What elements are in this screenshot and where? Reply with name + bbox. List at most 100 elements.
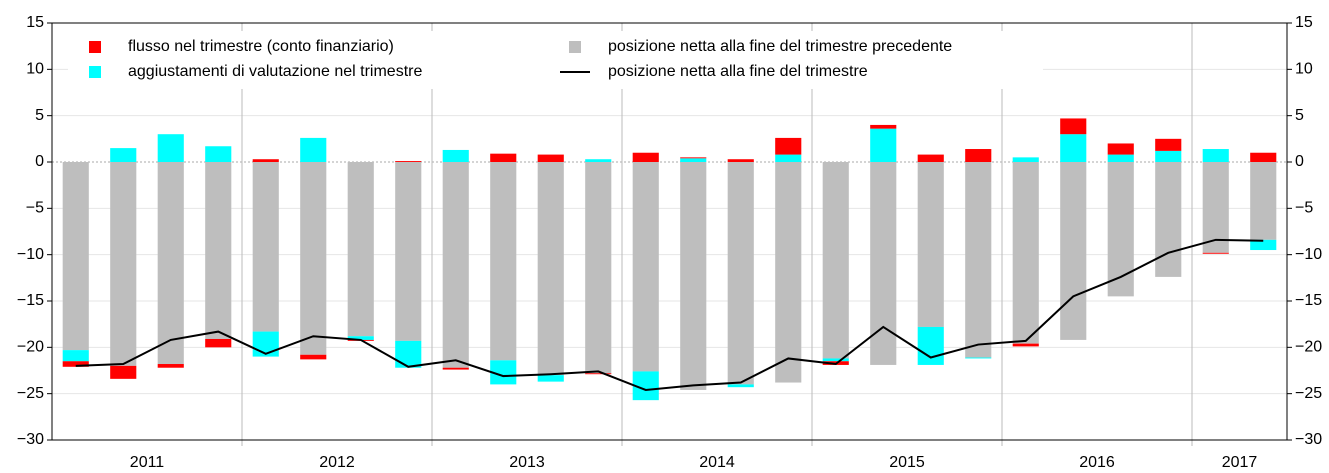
bar-segment <box>585 159 612 162</box>
legend-label: posizione netta alla fine del trimestre <box>608 63 868 80</box>
bar-segment <box>157 134 184 162</box>
bar-segment <box>917 326 944 365</box>
bar-segment <box>870 128 897 162</box>
bar-segment <box>822 358 849 362</box>
bar-segment <box>347 162 374 337</box>
y-tick-label: −25 <box>17 385 44 402</box>
bar-segment <box>1155 162 1182 277</box>
legend-label: posizione netta alla fine del trimestre … <box>608 38 952 55</box>
bar-segment <box>1012 157 1039 162</box>
bar-segment <box>1155 150 1182 162</box>
bar-segment <box>1060 118 1087 135</box>
y2-tick-label: 5 <box>1295 107 1304 124</box>
bar-segment <box>680 162 707 390</box>
bar-segment <box>775 137 802 155</box>
bar-segment <box>300 137 327 162</box>
bar-segment <box>1012 343 1039 347</box>
y-tick-label: 5 <box>35 107 44 124</box>
bar-segment <box>1250 162 1277 240</box>
x-tick-label: 2012 <box>319 454 355 471</box>
y2-tick-label: −25 <box>1295 385 1322 402</box>
bar-segment <box>62 162 89 351</box>
y-tick-label: −10 <box>17 246 44 263</box>
bar-segment <box>870 162 897 365</box>
x-tick-label: 2017 <box>1222 454 1258 471</box>
legend-marker <box>569 41 581 53</box>
bar-segment <box>395 161 422 162</box>
bar-segment <box>1060 134 1087 162</box>
bar-segment <box>157 162 184 365</box>
bar-segment <box>727 162 754 385</box>
line-series <box>75 238 1264 391</box>
y-tick-label: 10 <box>26 61 44 78</box>
bar-segment <box>395 340 422 368</box>
bar-segment <box>252 159 279 162</box>
bar-segment <box>442 162 469 368</box>
legend-marker <box>89 41 101 53</box>
bar-segment <box>965 357 992 359</box>
bar-segment <box>632 162 659 372</box>
y2-tick-label: 10 <box>1295 61 1313 78</box>
bar-segment <box>965 149 992 162</box>
bar-segment <box>1202 149 1229 162</box>
bar-segment <box>1012 162 1039 344</box>
bar-segment <box>490 153 517 162</box>
bar-segment <box>1060 162 1087 340</box>
y2-tick-label: 15 <box>1295 14 1313 31</box>
y2-tick-label: −15 <box>1295 292 1322 309</box>
legend-box <box>68 31 1043 89</box>
bar-segment <box>965 162 992 358</box>
bar-segment <box>110 162 137 366</box>
bar-segment <box>442 149 469 162</box>
bar-segment <box>300 354 327 360</box>
bar-segment <box>62 361 89 367</box>
bar-segment <box>632 152 659 162</box>
y2-tick-label: −30 <box>1295 431 1322 448</box>
bar-segment <box>395 162 422 341</box>
y-tick-label: −30 <box>17 431 44 448</box>
bar-segment <box>252 331 279 357</box>
x-tick-label: 2014 <box>699 454 735 471</box>
bar-segment <box>1202 162 1229 253</box>
x-tick-label: 2015 <box>889 454 925 471</box>
bar-segment <box>252 162 279 332</box>
bar-segment <box>1107 162 1134 297</box>
bar-segment <box>1107 154 1134 162</box>
bar-segment <box>1107 143 1134 155</box>
bar-segment <box>917 154 944 162</box>
bar-segment <box>110 365 137 379</box>
x-tick-label: 2016 <box>1079 454 1115 471</box>
bar-segment <box>157 364 184 368</box>
bar-segment <box>537 375 564 382</box>
bar-segment <box>300 162 327 355</box>
y-tick-label: 15 <box>26 14 44 31</box>
bar-segment <box>205 162 232 339</box>
bar-segment <box>537 154 564 162</box>
bar-segment <box>775 162 802 383</box>
bar-segment <box>1250 152 1277 162</box>
bar-segment <box>775 154 802 162</box>
legend-marker <box>89 66 101 78</box>
y2-tick-label: −10 <box>1295 246 1322 263</box>
bar-segment <box>62 350 89 362</box>
bar-segment <box>917 162 944 327</box>
bar-segment <box>585 373 612 375</box>
legend-label: aggiustamenti di valutazione nel trimest… <box>128 63 422 80</box>
x-tick-label: 2013 <box>509 454 545 471</box>
bar-segment <box>442 367 469 370</box>
bar-segment <box>727 384 754 388</box>
y-tick-label: −20 <box>17 339 44 356</box>
bar-segment <box>822 162 849 359</box>
bar-segment <box>1155 138 1182 151</box>
bar-segment <box>537 162 564 376</box>
bar-segment <box>870 124 897 129</box>
plot-frame <box>51 22 1288 441</box>
bar-segment <box>1202 252 1229 254</box>
y2-tick-label: −5 <box>1295 200 1313 217</box>
bar-segment <box>205 338 232 348</box>
bar-segment <box>680 157 707 159</box>
y-tick-label: 0 <box>35 153 44 170</box>
bar-segment <box>205 146 232 162</box>
y-tick-label: −5 <box>26 200 44 217</box>
